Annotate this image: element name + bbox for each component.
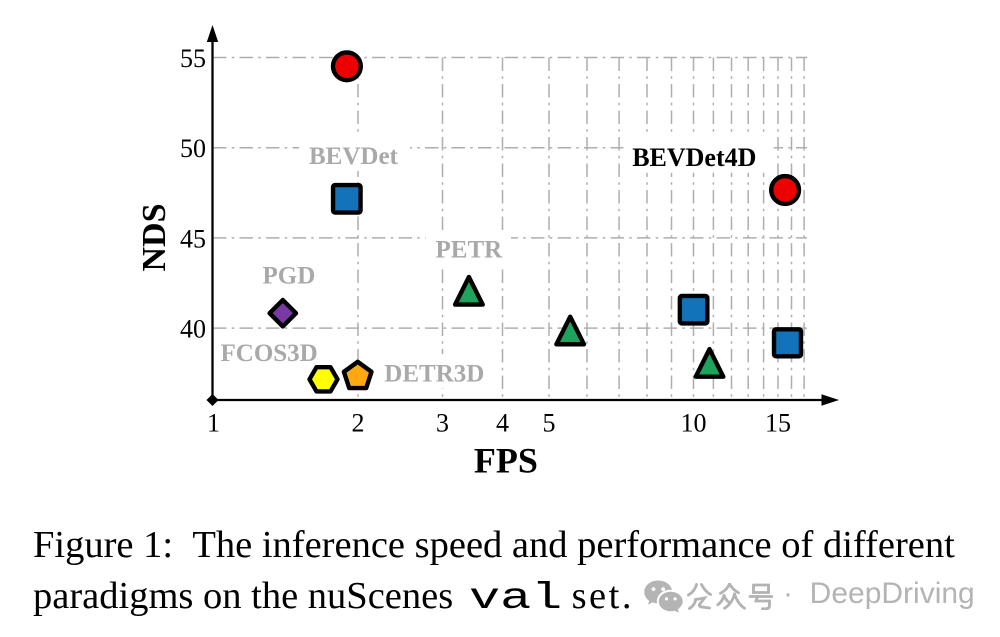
svg-text:15: 15 [765, 409, 791, 438]
svg-text:PETR: PETR [436, 237, 504, 264]
svg-text:40: 40 [180, 315, 206, 344]
svg-text:DETR3D: DETR3D [384, 361, 484, 388]
svg-text:50: 50 [180, 134, 206, 163]
svg-text:5: 5 [543, 409, 556, 438]
svg-text:10: 10 [681, 409, 707, 438]
svg-text:FPS: FPS [474, 441, 538, 481]
svg-text:PGD: PGD [263, 263, 316, 290]
svg-text:2: 2 [352, 409, 365, 438]
svg-text:55: 55 [180, 44, 206, 73]
svg-text:NDS: NDS [136, 203, 173, 271]
svg-text:4: 4 [496, 409, 509, 438]
svg-text:45: 45 [180, 224, 206, 253]
svg-text:FCOS3D: FCOS3D [221, 340, 318, 367]
svg-text:3: 3 [436, 409, 449, 438]
svg-text:BEVDet4D: BEVDet4D [632, 143, 756, 172]
svg-text:1: 1 [207, 409, 220, 438]
svg-text:BEVDet: BEVDet [309, 143, 399, 170]
